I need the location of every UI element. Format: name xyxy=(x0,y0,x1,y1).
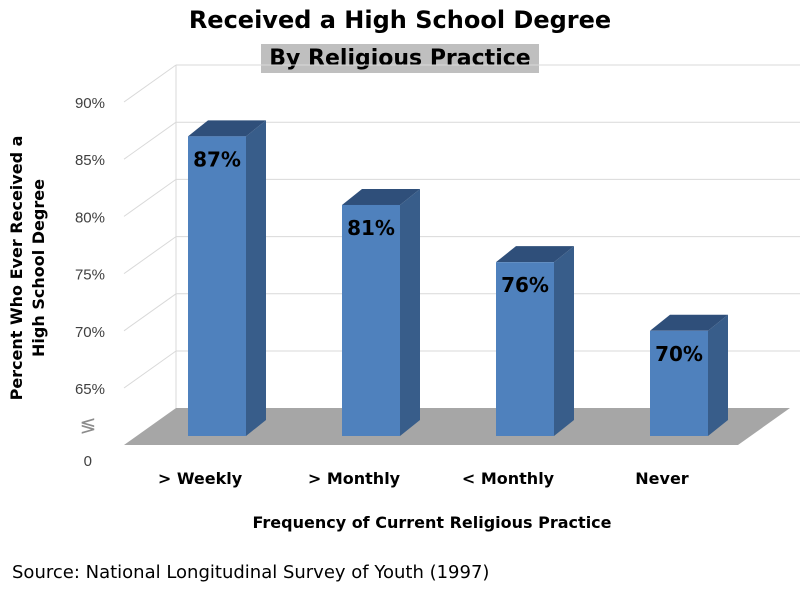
grid-line-diag xyxy=(123,178,177,217)
y-tick-label: 85% xyxy=(75,152,105,169)
bar xyxy=(650,330,708,436)
grid-line-diag xyxy=(123,121,177,160)
bar-side xyxy=(246,120,266,436)
y-axis-label-line2: High School Degree xyxy=(29,179,48,357)
source-note: Source: National Longitudinal Survey of … xyxy=(12,562,490,583)
bar-group: 70% xyxy=(650,314,728,436)
bar-top xyxy=(650,314,728,331)
x-tick-label: < Monthly xyxy=(462,469,555,488)
x-axis: > Weekly > Monthly < Monthly Never xyxy=(158,469,689,488)
bar-side xyxy=(400,188,420,436)
bar-top xyxy=(188,120,266,137)
bar-side xyxy=(708,314,728,436)
bar-side xyxy=(554,246,574,436)
y-axis: 65% 70% 75% 80% 85% 90% ≶ 0 xyxy=(75,95,105,470)
chart-subtitle-wrap: By Religious Practice xyxy=(0,44,800,73)
floor-plane xyxy=(124,408,790,445)
grid-line-diag xyxy=(123,350,177,389)
axis-break-symbol: ≶ xyxy=(80,413,97,437)
bar xyxy=(188,136,246,436)
bars: 87% 81% 76% 70% xyxy=(188,120,728,436)
bar-group: 76% xyxy=(496,246,574,436)
data-label: 81% xyxy=(347,216,395,240)
data-label: 87% xyxy=(193,147,241,171)
bar xyxy=(496,262,554,436)
y-tick-label: 90% xyxy=(75,95,105,112)
y-zero-label: 0 xyxy=(84,453,92,470)
x-tick-label: > Weekly xyxy=(158,469,243,488)
bar xyxy=(342,204,400,436)
x-axis-label: Frequency of Current Religious Practice xyxy=(252,513,611,532)
y-tick-label: 65% xyxy=(75,381,105,398)
bar-top xyxy=(496,246,574,263)
chart-floor xyxy=(124,408,790,445)
bar-chart: 87% 81% 76% 70% 65% 70% 75% 80% 85% 90% ≶ 0 > Week… xyxy=(7,64,800,532)
chart-title: Received a High School Degree xyxy=(188,6,612,34)
grid-line-diag xyxy=(123,293,177,332)
bar-group: 87% xyxy=(188,120,266,436)
y-tick-label: 80% xyxy=(75,209,105,226)
y-tick-label: 70% xyxy=(75,324,105,341)
grid-line-diag xyxy=(123,64,177,103)
x-tick-label: Never xyxy=(635,469,689,488)
bar-group: 81% xyxy=(342,188,420,436)
y-tick-label: 75% xyxy=(75,267,105,284)
chart-subtitle: By Religious Practice xyxy=(261,44,539,73)
y-axis-label-line1: Percent Who Ever Received a xyxy=(7,136,26,401)
grid-lines xyxy=(123,64,800,408)
grid-line-diag xyxy=(123,236,177,275)
data-label: 76% xyxy=(501,273,549,297)
x-tick-label: > Monthly xyxy=(308,469,401,488)
data-label: 70% xyxy=(655,342,703,366)
bar-top xyxy=(342,188,420,205)
